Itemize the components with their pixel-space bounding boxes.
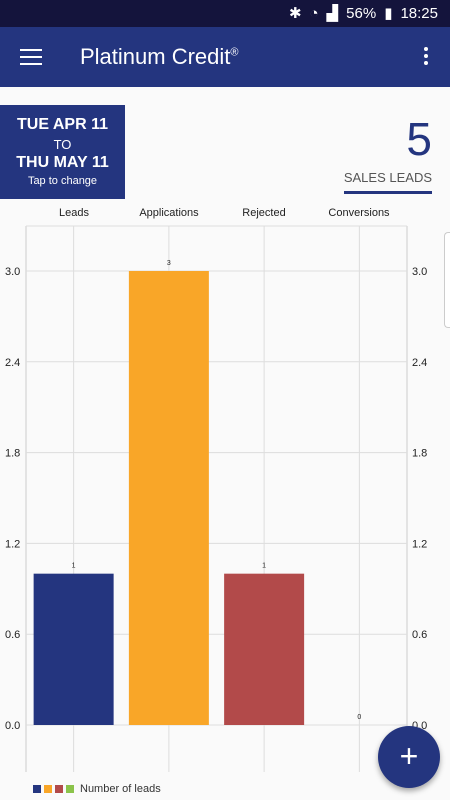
signal-icon: ▟ <box>326 5 339 22</box>
y-tick-label-right: 3.0 <box>412 266 427 278</box>
legend-swatch-applications <box>44 785 52 793</box>
add-button[interactable]: + <box>378 726 440 788</box>
data-label-leads: 1 <box>72 563 76 570</box>
status-bar: ✱ ◔ ▟ 56% ▮ 18:25 <box>0 0 450 27</box>
bar-applications <box>128 271 209 725</box>
wifi-icon: ◔ <box>309 4 319 22</box>
y-tick-label-left: 0.0 <box>5 720 20 732</box>
start-date: TUE APR 11 <box>17 116 108 133</box>
y-tick-label-right: 1.2 <box>412 538 427 550</box>
side-panel-handle[interactable] <box>444 232 450 328</box>
date-separator: TO <box>53 137 72 152</box>
bar-rejected <box>224 573 305 725</box>
data-label-conversions: 0 <box>357 714 361 721</box>
legend-swatch-rejected <box>55 785 63 793</box>
menu-icon[interactable] <box>20 49 42 65</box>
date-hint: Tap to change <box>27 175 98 187</box>
more-options-icon[interactable] <box>424 47 430 68</box>
y-tick-label-left: 1.8 <box>5 448 20 460</box>
y-tick-label-left: 2.4 <box>5 357 20 369</box>
date-range-selector[interactable]: TUE APR 11 TO THU MAY 11 Tap to change <box>0 105 125 199</box>
bluetooth-icon: ✱ <box>288 5 302 22</box>
category-label-leads: Leads <box>59 207 89 219</box>
app-title: Platinum Credit® <box>80 44 239 69</box>
legend-swatch-conversions <box>66 785 74 793</box>
y-tick-label-left: 0.6 <box>5 629 20 641</box>
bar-leads <box>33 573 114 725</box>
data-label-applications: 3 <box>167 260 171 267</box>
category-label-rejected: Rejected <box>242 207 286 219</box>
sales-leads-label[interactable]: SALES LEADS <box>343 170 432 194</box>
sales-leads-count: 5 <box>406 113 432 165</box>
legend-label: Number of leads <box>80 783 161 795</box>
clock: 18:25 <box>400 4 438 22</box>
legend-swatch-leads <box>33 785 41 793</box>
battery-percent: 56% <box>346 4 377 22</box>
app-bar: Platinum Credit® <box>0 27 450 87</box>
category-label-applications: Applications <box>139 207 199 219</box>
y-tick-label-right: 1.8 <box>412 448 427 460</box>
data-label-rejected: 1 <box>262 563 266 570</box>
battery-icon: ▮ <box>384 5 393 22</box>
end-date: THU MAY 11 <box>16 154 109 171</box>
y-tick-label-left: 3.0 <box>5 266 20 278</box>
category-label-conversions: Conversions <box>328 207 390 219</box>
y-tick-label-right: 2.4 <box>412 357 427 369</box>
y-tick-label-right: 0.6 <box>412 629 427 641</box>
chart-legend: Number of leads <box>33 783 161 795</box>
trademark: ® <box>230 46 239 59</box>
y-tick-label-left: 1.2 <box>5 538 20 550</box>
